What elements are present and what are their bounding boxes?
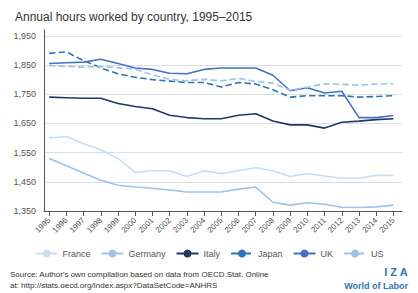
svg-text:Germany: Germany — [128, 249, 166, 259]
svg-text:2005: 2005 — [206, 215, 225, 234]
svg-text:1,950: 1,950 — [13, 31, 36, 41]
svg-text:at: http://stats.oecd.org/Inde: at: http://stats.oecd.org/Index.aspx?Dat… — [10, 281, 217, 290]
svg-text:2000: 2000 — [119, 215, 138, 234]
svg-text:2002: 2002 — [154, 215, 173, 234]
svg-text:1996: 1996 — [51, 215, 70, 234]
svg-text:2010: 2010 — [292, 215, 311, 234]
svg-text:1,350: 1,350 — [13, 206, 36, 216]
svg-text:2003: 2003 — [171, 215, 190, 234]
svg-text:UK: UK — [321, 249, 334, 259]
svg-text:Source: Author's own compilati: Source: Author's own compilation based o… — [10, 270, 269, 279]
svg-text:1,650: 1,650 — [13, 118, 36, 128]
svg-text:2008: 2008 — [257, 215, 276, 234]
svg-text:Annual hours worked by country: Annual hours worked by country, 1995–201… — [15, 10, 253, 24]
svg-text:2013: 2013 — [343, 215, 362, 234]
svg-text:2012: 2012 — [326, 215, 345, 234]
svg-text:1995: 1995 — [33, 215, 52, 234]
svg-text:2011: 2011 — [309, 215, 328, 234]
svg-text:1998: 1998 — [85, 215, 104, 234]
svg-text:2007: 2007 — [240, 215, 259, 234]
svg-text:2015: 2015 — [378, 215, 397, 234]
svg-text:1,450: 1,450 — [13, 177, 36, 187]
svg-text:1,850: 1,850 — [13, 60, 36, 70]
svg-text:1,550: 1,550 — [13, 148, 36, 158]
svg-text:1,750: 1,750 — [13, 89, 36, 99]
svg-text:2009: 2009 — [274, 215, 293, 234]
svg-text:2001: 2001 — [137, 215, 156, 234]
svg-text:1997: 1997 — [68, 215, 87, 234]
svg-text:2004: 2004 — [188, 215, 207, 234]
svg-text:2006: 2006 — [223, 215, 242, 234]
svg-text:Italy: Italy — [203, 249, 220, 259]
svg-text:World of Labor: World of Labor — [344, 281, 408, 291]
svg-text:France: France — [62, 249, 90, 259]
svg-text:US: US — [371, 249, 384, 259]
svg-text:1999: 1999 — [102, 215, 121, 234]
svg-text:2014: 2014 — [360, 215, 379, 234]
svg-text:Japan: Japan — [258, 249, 283, 259]
svg-text:I Z A: I Z A — [384, 266, 407, 278]
